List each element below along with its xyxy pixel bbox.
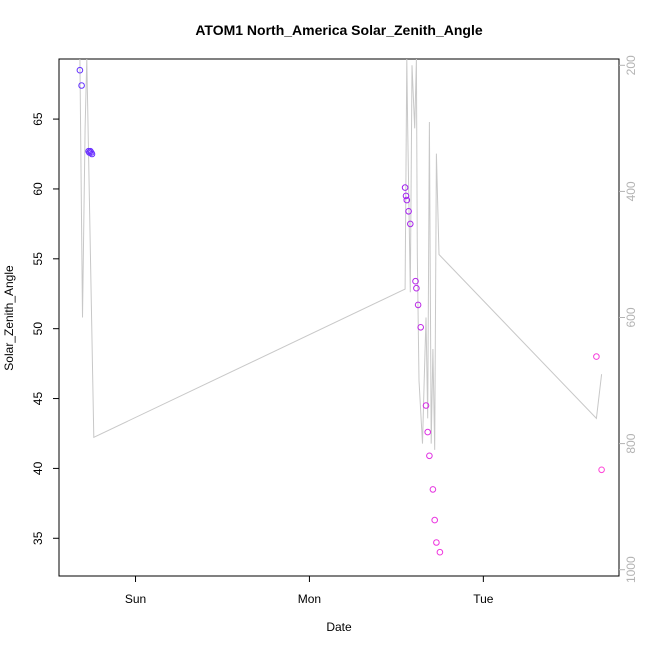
data-point bbox=[593, 353, 600, 360]
secondary-series-line bbox=[79, 59, 603, 450]
y-tick-label: 35 bbox=[31, 531, 45, 545]
y-tick-label: 65 bbox=[31, 112, 45, 126]
secondary-y-tick-label: 800 bbox=[624, 433, 638, 453]
data-point bbox=[429, 486, 437, 493]
data-point bbox=[436, 548, 444, 556]
y-tick-label: 50 bbox=[31, 322, 45, 336]
data-point bbox=[414, 301, 422, 309]
secondary-y-tick-label: 400 bbox=[624, 181, 638, 201]
y-tick-label: 60 bbox=[31, 182, 45, 196]
data-point bbox=[422, 402, 430, 409]
x-axis: Sun Mon Tue bbox=[125, 576, 494, 606]
data-point bbox=[405, 208, 412, 215]
secondary-line-layer bbox=[79, 59, 603, 450]
plot-area-border bbox=[58, 58, 620, 577]
data-point bbox=[426, 452, 433, 460]
data-point bbox=[88, 150, 96, 158]
data-point bbox=[413, 284, 420, 292]
x-tick-label: Mon bbox=[298, 592, 321, 606]
secondary-y-tick-label: 600 bbox=[624, 307, 638, 327]
data-point bbox=[76, 66, 84, 74]
y-axis-left: 35 40 45 50 55 60 65 bbox=[31, 112, 59, 545]
data-point bbox=[598, 466, 605, 474]
data-point bbox=[433, 539, 440, 546]
y-tick-label: 45 bbox=[31, 392, 45, 406]
secondary-y-tick-label: 200 bbox=[624, 55, 638, 75]
data-point bbox=[401, 184, 409, 191]
x-tick-label: Sun bbox=[125, 592, 146, 606]
x-axis-label: Date bbox=[326, 620, 352, 634]
data-point bbox=[431, 516, 439, 524]
data-point bbox=[424, 428, 432, 436]
y-axis-label: Solar_Zenith_Angle bbox=[2, 265, 16, 371]
y-axis-right: 200 400 600 800 1000 bbox=[619, 55, 638, 583]
points-layer bbox=[76, 66, 605, 556]
x-tick-label: Tue bbox=[473, 592, 494, 606]
secondary-y-tick-label: 1000 bbox=[624, 556, 638, 583]
chart-title: ATOM1 North_America Solar_Zenith_Angle bbox=[195, 22, 483, 38]
data-point bbox=[407, 220, 414, 228]
data-point bbox=[412, 277, 419, 285]
data-point bbox=[402, 192, 410, 200]
data-point bbox=[403, 196, 411, 204]
y-tick-label: 40 bbox=[31, 461, 45, 475]
data-point bbox=[417, 324, 425, 331]
y-tick-label: 55 bbox=[31, 252, 45, 266]
data-point bbox=[78, 82, 85, 89]
